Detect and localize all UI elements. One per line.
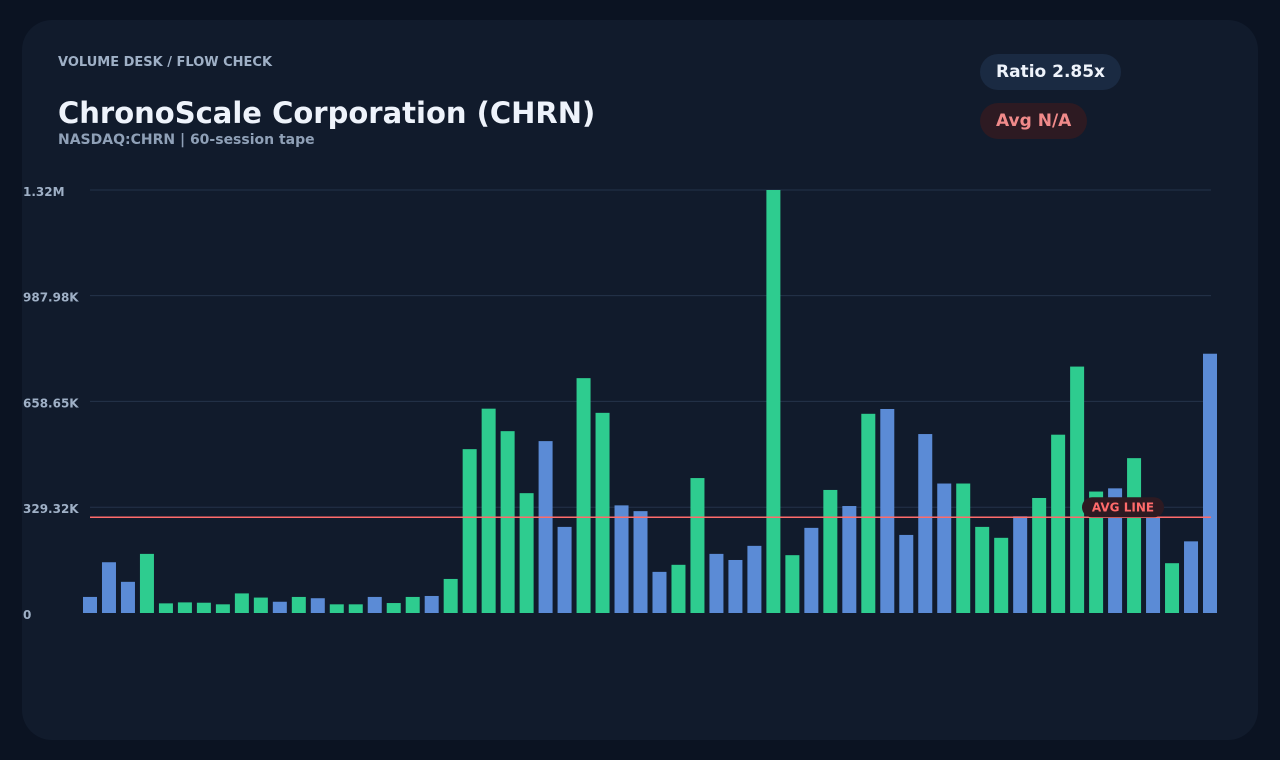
volume-bar (1070, 366, 1085, 613)
volume-bar (234, 593, 249, 613)
volume-bar (139, 553, 154, 613)
volume-bar (367, 596, 382, 613)
volume-bar (177, 602, 192, 613)
volume-bar (1146, 517, 1161, 613)
volume-bar (880, 408, 895, 613)
avg-badge: Avg N/A (980, 103, 1088, 139)
avg-line-label-bg (1082, 497, 1164, 518)
volume-bar (614, 505, 629, 613)
volume-bar (937, 483, 952, 613)
page-subtitle: NASDAQ:CHRN | 60-session tape (58, 132, 315, 148)
volume-bar (1127, 458, 1142, 613)
volume-bar (709, 553, 724, 613)
volume-bar (1184, 541, 1199, 613)
y-axis-ticks: 0 329.32K 658.65K 987.98K 1.32M (23, 185, 79, 622)
volume-bar (538, 441, 553, 613)
grid-lines (90, 189, 1211, 508)
section-eyebrow: VOLUME DESK / FLOW CHECK (58, 55, 273, 70)
volume-bar (975, 526, 990, 613)
volume-bar (83, 596, 97, 613)
volume-bar (1203, 353, 1217, 613)
volume-bar (633, 511, 648, 613)
volume-bar (861, 413, 876, 613)
volume-bar (101, 562, 116, 613)
volume-bar (766, 190, 781, 613)
average-line-group: AVG LINE (90, 497, 1211, 519)
volume-bar (690, 478, 705, 613)
volume-bar (291, 596, 306, 613)
volume-bar (481, 408, 496, 613)
volume-bar (500, 431, 515, 613)
volume-bar (1013, 516, 1028, 613)
y-tick-label: 987.98K (23, 291, 79, 305)
volume-bar (348, 604, 363, 613)
volume-bar (1165, 563, 1180, 613)
volume-bar (576, 378, 591, 613)
volume-bar (253, 597, 268, 613)
y-tick-label: 0 (23, 608, 31, 622)
volume-bar (405, 596, 420, 613)
y-tick-label: 1.32M (23, 185, 65, 199)
volume-bar (462, 449, 477, 613)
volume-bar (918, 434, 933, 613)
volume-bar (899, 534, 914, 613)
volume-bar (747, 545, 762, 613)
volume-bar (519, 493, 534, 613)
volume-bar (1032, 497, 1047, 613)
volume-bar (1108, 488, 1123, 613)
volume-bar (272, 601, 287, 613)
volume-bar (215, 604, 230, 613)
avg-line-label: AVG LINE (1092, 500, 1154, 514)
volume-bar (424, 595, 439, 613)
volume-bar (158, 603, 173, 613)
volume-bar (994, 537, 1009, 613)
volume-bar (823, 489, 838, 613)
volume-bar (329, 604, 344, 613)
volume-bar (1089, 491, 1104, 613)
volume-bar (804, 527, 819, 613)
volume-bar (196, 602, 211, 613)
page-title: ChronoScale Corporation (CHRN) (58, 96, 596, 130)
volume-bar (443, 578, 458, 613)
volume-bar (728, 559, 743, 613)
volume-bar (595, 412, 610, 613)
volume-bar (386, 603, 401, 613)
ratio-badge: Ratio 2.85x (980, 54, 1122, 90)
volume-bars (83, 190, 1217, 613)
volume-bar (671, 564, 686, 613)
volume-bar (842, 506, 857, 613)
volume-bar (557, 526, 572, 613)
volume-bar (310, 598, 325, 613)
volume-bar (120, 581, 135, 613)
volume-bar (652, 571, 667, 613)
y-tick-label: 329.32K (23, 502, 79, 516)
chart-card (22, 20, 1258, 740)
volume-bar (1051, 434, 1066, 613)
volume-bar (956, 483, 971, 613)
volume-bar (785, 555, 800, 613)
y-tick-label: 658.65K (23, 396, 79, 410)
